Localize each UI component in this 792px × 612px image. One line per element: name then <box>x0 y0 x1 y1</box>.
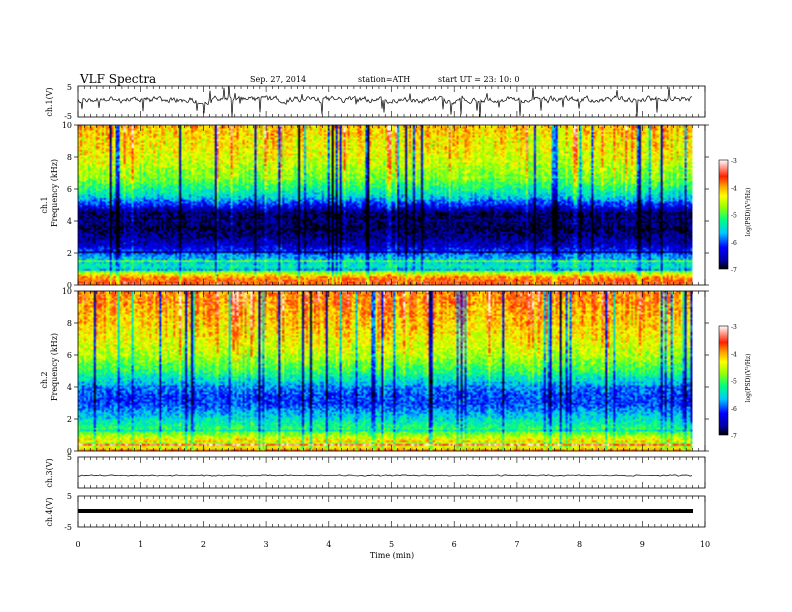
ch2-colorbar: -3 -4 -5 -6 -7 log(PSD)(V²/Hz) <box>718 324 752 440</box>
x-tick-label: 7 <box>514 540 519 549</box>
x-tick-label: 0 <box>75 540 80 549</box>
ch1-spectrogram-image <box>78 125 693 285</box>
ch3-ytick-top: 5 <box>67 453 72 462</box>
ch2-spectrogram-ylabel-channel: ch.2 <box>40 371 49 388</box>
ch1-spectrogram-yticklabels: 0 2 4 6 8 10 <box>62 121 72 290</box>
y-tick-label: 0 <box>67 281 72 290</box>
colorbar-tick-label: -4 <box>731 185 737 192</box>
y-tick-label: 10 <box>62 287 72 296</box>
figure-title: VLF Spectra <box>79 72 156 86</box>
colorbar-tick-label: -5 <box>731 379 737 386</box>
y-tick-label: 4 <box>67 217 72 226</box>
x-tick-label: 10 <box>700 540 710 549</box>
ch1-spectrogram-ylabel-frequency: Frequency (kHz) <box>50 159 59 227</box>
y-tick-label: 8 <box>67 153 72 162</box>
colorbar-tick-label: -6 <box>731 240 737 247</box>
ch1-waveform-panel: 5 -5 ch.1(V) <box>45 83 706 121</box>
ch1-spectrogram-panel: 0 2 4 6 8 10 ch.1 Frequency (kHz) <box>40 121 709 290</box>
x-tick-label: 9 <box>640 540 645 549</box>
ch3-waveform-ticks <box>77 457 706 488</box>
y-tick-label: 4 <box>67 383 72 392</box>
x-tick-label: 6 <box>452 540 457 549</box>
ch2-spectrogram-yticklabels: 0 2 4 6 8 10 <box>62 287 72 456</box>
ch1-colorbar: -3 -4 -5 -6 -7 log(PSD)(V²/Hz) <box>718 158 752 274</box>
ch4-waveform-panel: 5 -5 ch.4(V) <box>45 492 706 532</box>
colorbar-tick-label: -4 <box>731 351 737 358</box>
x-tick-label: 4 <box>326 540 331 549</box>
y-tick-label: 2 <box>67 415 72 424</box>
ch2-colorbar-ticklabels: -3 -4 -5 -6 -7 <box>731 324 737 440</box>
ch2-spectrogram-ticks <box>74 290 709 452</box>
spectrogram-raster <box>78 291 693 451</box>
colorbar-tick-label: -6 <box>731 406 737 413</box>
x-tick-label: 8 <box>577 540 582 549</box>
x-axis-label: Time (min) <box>370 551 414 560</box>
ch4-waveform-ylabel: ch.4(V) <box>45 497 54 526</box>
x-tick-label: 2 <box>201 540 206 549</box>
ch2-spectrogram-image <box>78 291 693 451</box>
ch2-spectrogram-panel: 0 2 4 6 8 10 ch.2 Frequency (kHz) <box>40 287 709 456</box>
ch1-ytick-top: 5 <box>67 83 72 92</box>
x-tick-label: 1 <box>138 540 143 549</box>
x-tick-label: 3 <box>264 540 269 549</box>
colorbar-tick-label: -3 <box>731 324 737 331</box>
colorbar-tick-label: -7 <box>731 433 737 440</box>
y-tick-label: 8 <box>67 319 72 328</box>
y-tick-label: 0 <box>67 447 72 456</box>
ch1-waveform-trace <box>77 85 693 118</box>
y-tick-label: 6 <box>67 351 72 360</box>
date-label: Sep. 27, 2014 <box>250 75 306 84</box>
y-tick-label: 6 <box>67 185 72 194</box>
ch1-colorbar-scale <box>718 159 729 270</box>
ch1-waveform-ylabel: ch.1(V) <box>45 87 54 116</box>
colorbar-tick-label: -5 <box>731 213 737 220</box>
colorbar-tick-label: -3 <box>731 158 737 165</box>
start-time-label: start UT = 23: 10: 0 <box>438 75 519 84</box>
ch4-ytick-bottom: -5 <box>64 523 72 532</box>
ch3-waveform-panel: 5 ch.3(V) <box>45 453 706 489</box>
y-tick-label: 10 <box>62 121 72 130</box>
ch1-spectrogram-ticks <box>74 124 709 286</box>
station-label: station=ATH <box>358 75 410 84</box>
y-tick-label: 2 <box>67 249 72 258</box>
ch2-colorbar-scale <box>718 325 729 436</box>
ch1-spectrogram-ylabel-channel: ch.1 <box>40 196 49 213</box>
ch2-spectrogram-ylabel-frequency: Frequency (kHz) <box>50 333 59 401</box>
ch4-ytick-top: 5 <box>67 492 72 501</box>
spectrogram-raster <box>78 125 693 285</box>
ch1-ytick-bottom: -5 <box>64 112 72 121</box>
ch1-waveform-ticks <box>77 86 706 117</box>
ch2-colorbar-label: log(PSD)(V²/Hz) <box>745 354 752 403</box>
x-axis-ticklabels: 0 1 2 3 4 5 6 7 8 9 10 <box>75 540 710 549</box>
ch3-waveform-ylabel: ch.3(V) <box>45 458 54 487</box>
ch4-waveform-trace <box>78 509 693 513</box>
ch1-colorbar-ticklabels: -3 -4 -5 -6 -7 <box>731 158 737 274</box>
ch1-colorbar-label: log(PSD)(V²/Hz) <box>745 188 752 237</box>
colorbar-tick-label: -7 <box>731 267 737 274</box>
x-tick-label: 5 <box>389 540 394 549</box>
ch3-waveform-trace <box>78 474 693 477</box>
ch4-waveform-ticks <box>77 496 706 527</box>
